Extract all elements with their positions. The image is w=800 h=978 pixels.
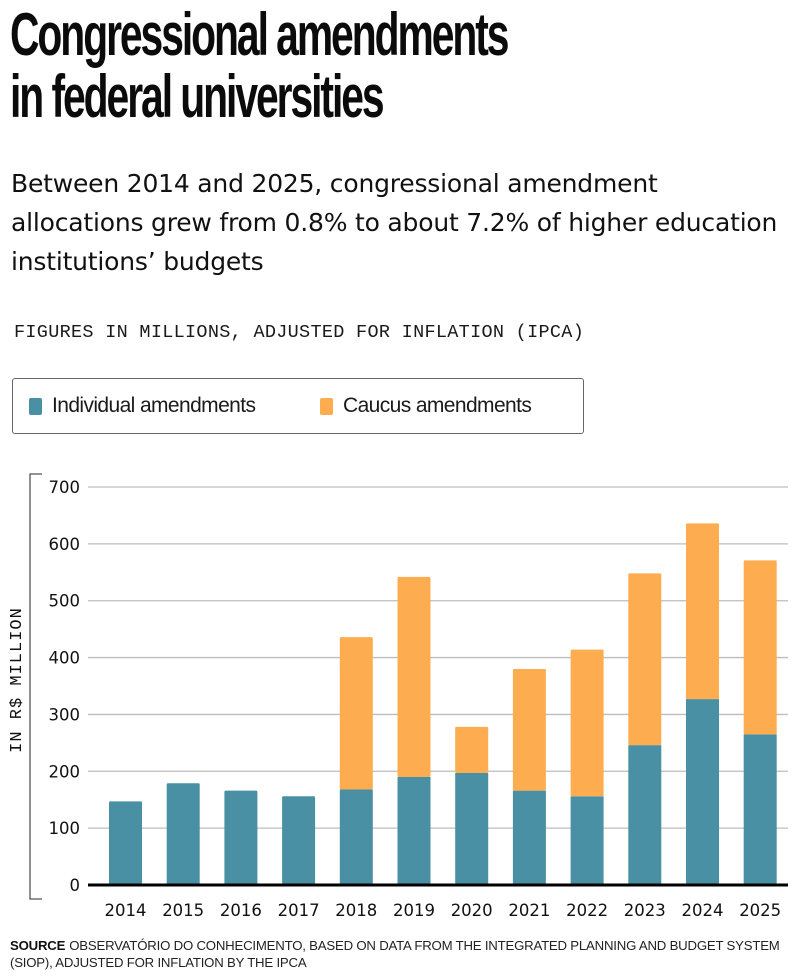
legend-label-individual: Individual amendments xyxy=(52,394,256,417)
y-tick-label: 0 xyxy=(70,876,81,895)
legend-item-caucus: Caucus amendments xyxy=(320,394,532,418)
source-label: SOURCE xyxy=(10,938,66,953)
bar-caucus xyxy=(686,523,719,700)
legend-swatch-caucus xyxy=(320,397,333,415)
bar-individual xyxy=(224,790,258,885)
units-note: FIGURES IN MILLIONS, ADJUSTED FOR INFLAT… xyxy=(14,322,585,343)
y-axis-label: IN R$ MILLION xyxy=(8,607,27,753)
bar-individual xyxy=(628,745,662,885)
x-tick-label: 2016 xyxy=(220,901,262,920)
bar-individual xyxy=(743,734,777,885)
x-tick-label: 2015 xyxy=(162,901,204,920)
x-tick-label: 2018 xyxy=(335,901,377,920)
bar-caucus xyxy=(397,576,431,777)
bar-individual xyxy=(109,801,142,885)
bar-caucus xyxy=(512,668,546,791)
bar-individual xyxy=(570,796,604,885)
x-tick-labels: 2014 2015 2016 2017 2018 2019 2020 2021 2022 2023… xyxy=(105,901,782,920)
bar-caucus xyxy=(743,560,777,735)
y-tick-label: 600 xyxy=(49,535,81,554)
y-tick-label: 100 xyxy=(49,819,81,838)
x-tick-label: 2020 xyxy=(451,901,493,920)
bar-individual xyxy=(686,699,719,885)
bar-caucus xyxy=(570,649,604,797)
legend-label-caucus: Caucus amendments xyxy=(343,394,532,417)
y-tick-label: 400 xyxy=(49,649,81,668)
chart-title-line-1: Congressional amendments xyxy=(10,1,509,68)
legend: Individual amendments Caucus amendments xyxy=(12,378,584,434)
y-axis-bracket xyxy=(29,473,42,900)
x-tick-label: 2024 xyxy=(682,901,724,920)
bar-individual xyxy=(282,796,316,885)
y-tick-label: 500 xyxy=(49,592,81,611)
x-tick-label: 2023 xyxy=(624,901,666,920)
legend-item-individual: Individual amendments xyxy=(29,394,256,418)
legend-swatch-individual xyxy=(29,397,42,415)
x-tick-label: 2019 xyxy=(393,901,435,920)
y-tick-label: 300 xyxy=(49,705,81,724)
y-axis-bracket-line xyxy=(29,473,42,900)
y-tick-labels: 0 100 200 300 400 500 600 700 xyxy=(49,478,81,895)
bar-individual xyxy=(397,776,431,885)
bar-individual xyxy=(455,772,489,885)
x-tick-label: 2014 xyxy=(105,901,147,920)
y-tick-label: 200 xyxy=(49,762,81,781)
bar-individual xyxy=(166,783,200,885)
x-tick-label: 2025 xyxy=(739,901,781,920)
bar-caucus xyxy=(455,726,489,773)
chart-title: Congressional amendments in federal univ… xyxy=(10,4,690,128)
y-tick-label: 700 xyxy=(49,478,81,497)
bars xyxy=(109,523,777,885)
bar-individual xyxy=(512,790,546,885)
bar-caucus xyxy=(339,637,373,790)
chart-subtitle: Between 2014 and 2025, congressional ame… xyxy=(11,169,778,276)
bar-caucus xyxy=(628,573,662,746)
source-text: OBSERVATÓRIO DO CONHECIMENTO, BASED ON D… xyxy=(10,938,780,970)
source-note: SOURCE OBSERVATÓRIO DO CONHECIMENTO, BASE… xyxy=(10,937,800,971)
x-tick-label: 2022 xyxy=(566,901,608,920)
x-tick-label: 2021 xyxy=(508,901,550,920)
gridlines xyxy=(88,486,788,829)
bar-individual xyxy=(339,789,373,885)
x-tick-label: 2017 xyxy=(278,901,320,920)
chart-title-line-2: in federal universities xyxy=(10,63,385,130)
